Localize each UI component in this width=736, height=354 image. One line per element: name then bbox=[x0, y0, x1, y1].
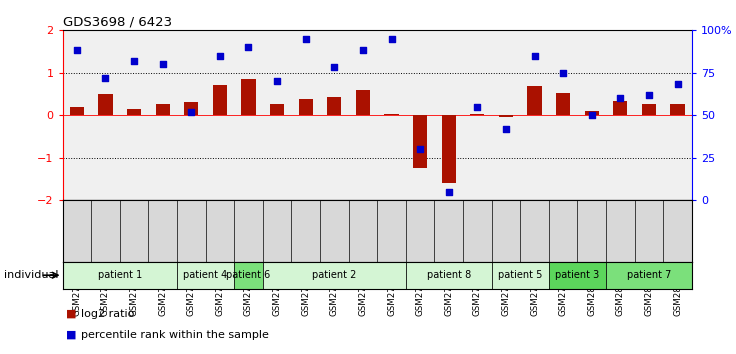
Text: percentile rank within the sample: percentile rank within the sample bbox=[81, 330, 269, 340]
Point bbox=[300, 36, 311, 41]
Point bbox=[271, 78, 283, 84]
Bar bbox=[213, 85, 227, 115]
Bar bbox=[70, 107, 84, 115]
Bar bbox=[127, 109, 141, 115]
Bar bbox=[413, 115, 428, 168]
Text: patient 5: patient 5 bbox=[498, 270, 542, 280]
Bar bbox=[184, 102, 199, 115]
Bar bbox=[556, 93, 570, 115]
Bar bbox=[406, 262, 492, 289]
Bar bbox=[442, 115, 456, 183]
Bar bbox=[299, 99, 313, 115]
Bar bbox=[241, 79, 255, 115]
Bar bbox=[606, 262, 692, 289]
Bar bbox=[613, 102, 628, 115]
Text: individual: individual bbox=[4, 270, 58, 280]
Bar bbox=[549, 262, 606, 289]
Point bbox=[615, 95, 626, 101]
Point bbox=[414, 146, 426, 152]
Point bbox=[672, 82, 684, 87]
Bar bbox=[63, 262, 177, 289]
Point bbox=[71, 48, 82, 53]
Point bbox=[157, 61, 169, 67]
Bar bbox=[528, 86, 542, 115]
Bar bbox=[470, 114, 484, 115]
Bar bbox=[584, 111, 599, 115]
Bar bbox=[384, 114, 399, 115]
Point bbox=[500, 126, 512, 131]
Text: patient 3: patient 3 bbox=[555, 270, 600, 280]
Point bbox=[99, 75, 111, 80]
Point bbox=[243, 44, 255, 50]
Bar bbox=[99, 94, 113, 115]
Bar bbox=[642, 104, 656, 115]
Text: ■: ■ bbox=[66, 309, 77, 319]
Point bbox=[128, 58, 140, 63]
Point bbox=[214, 53, 226, 58]
Text: log2 ratio: log2 ratio bbox=[81, 309, 135, 319]
Text: patient 4: patient 4 bbox=[183, 270, 227, 280]
Bar bbox=[155, 104, 170, 115]
Text: patient 1: patient 1 bbox=[98, 270, 142, 280]
Text: patient 2: patient 2 bbox=[312, 270, 356, 280]
Point bbox=[357, 48, 369, 53]
Point bbox=[586, 112, 598, 118]
Text: patient 8: patient 8 bbox=[427, 270, 471, 280]
Bar bbox=[270, 104, 284, 115]
Bar bbox=[499, 115, 513, 117]
Bar bbox=[177, 262, 234, 289]
Point bbox=[185, 109, 197, 114]
Text: patient 6: patient 6 bbox=[227, 270, 271, 280]
Bar bbox=[670, 104, 684, 115]
Bar bbox=[492, 262, 549, 289]
Text: GDS3698 / 6423: GDS3698 / 6423 bbox=[63, 16, 171, 29]
Point bbox=[528, 53, 540, 58]
Bar bbox=[355, 90, 370, 115]
Point bbox=[443, 189, 455, 194]
Point bbox=[557, 70, 569, 75]
Point bbox=[386, 36, 397, 41]
Bar bbox=[263, 262, 406, 289]
Point bbox=[328, 65, 340, 70]
Point bbox=[472, 104, 484, 109]
Point bbox=[643, 92, 655, 97]
Text: patient 7: patient 7 bbox=[627, 270, 671, 280]
Bar bbox=[234, 262, 263, 289]
Text: ■: ■ bbox=[66, 330, 77, 340]
Bar bbox=[327, 97, 342, 115]
